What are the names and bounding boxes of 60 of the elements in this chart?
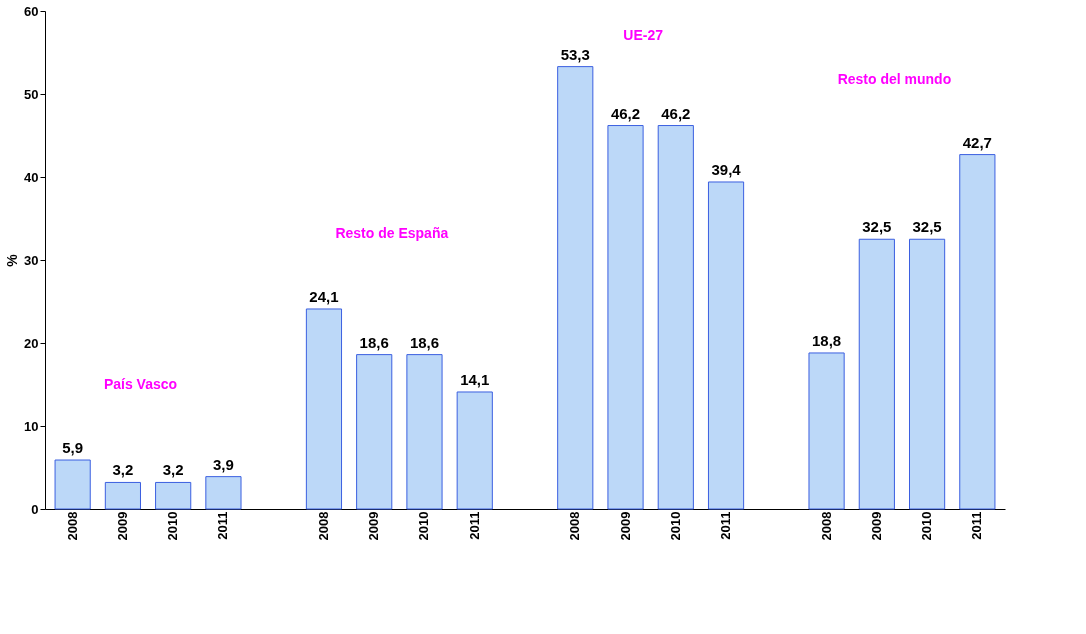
x-tick-label: 2008 [315,511,331,541]
bar [104,481,141,510]
bar [155,481,192,510]
x-tick-label: 2008 [818,511,834,541]
data-label: 53,3 [560,45,590,63]
x-tick-label: 2009 [366,511,382,541]
x-tick-label: 2010 [165,511,181,541]
bar [456,391,493,510]
bar [959,154,996,510]
bar [205,476,242,510]
bar [406,354,443,510]
bar [557,66,594,510]
y-tick-label: 40 [24,169,39,185]
x-tick-label: 2010 [416,511,432,541]
y-tick-label: 20 [24,335,39,351]
x-tick-label: 2011 [969,511,985,540]
y-tick-label: 30 [24,252,39,268]
data-label: 14,1 [460,370,490,388]
annotation: UE-27 [623,26,664,43]
annotation: Resto del mundo [837,70,952,87]
data-label: 3,9 [213,455,234,473]
bar [808,352,845,510]
bar [707,181,745,510]
data-label: 3,2 [112,461,134,479]
bar [305,308,343,510]
data-label: 32,5 [912,218,942,236]
bar [54,459,91,510]
x-tick-label: 2010 [919,511,935,541]
bar [657,125,694,510]
x-tick-label: 2011 [466,511,482,540]
data-label: 46,2 [610,104,641,122]
bar [858,238,895,510]
data-label: 42,7 [962,133,992,151]
annotation: Resto de España [335,225,449,242]
y-axis-title: % [4,253,21,267]
data-label: 3,2 [162,461,184,479]
x-tick-label: 2009 [114,511,130,541]
x-tick-label: 2008 [64,511,80,541]
bar [909,238,946,510]
x-tick-label: 2009 [617,511,633,541]
y-tick-label: 10 [24,418,39,434]
x-tick-label: 2008 [567,511,583,541]
y-tick-label: 50 [24,86,39,102]
y-tick-label: 0 [31,501,39,517]
x-tick-label: 2011 [718,511,734,540]
bar [607,125,644,510]
data-label: 32,5 [862,218,892,236]
data-label: 18,6 [409,333,440,351]
x-tick-label: 2009 [868,511,884,541]
bar [356,354,393,510]
data-label: 46,2 [661,104,691,122]
data-label: 39,4 [711,160,742,178]
data-label: 18,6 [359,333,389,351]
annotation: País Vasco [103,376,178,393]
data-label: 18,8 [811,331,842,349]
x-tick-label: 2010 [667,511,683,541]
x-tick-label: 2011 [215,511,231,540]
data-label: 5,9 [62,439,84,457]
data-label: 24,1 [309,287,339,305]
y-tick-label: 60 [24,3,39,19]
